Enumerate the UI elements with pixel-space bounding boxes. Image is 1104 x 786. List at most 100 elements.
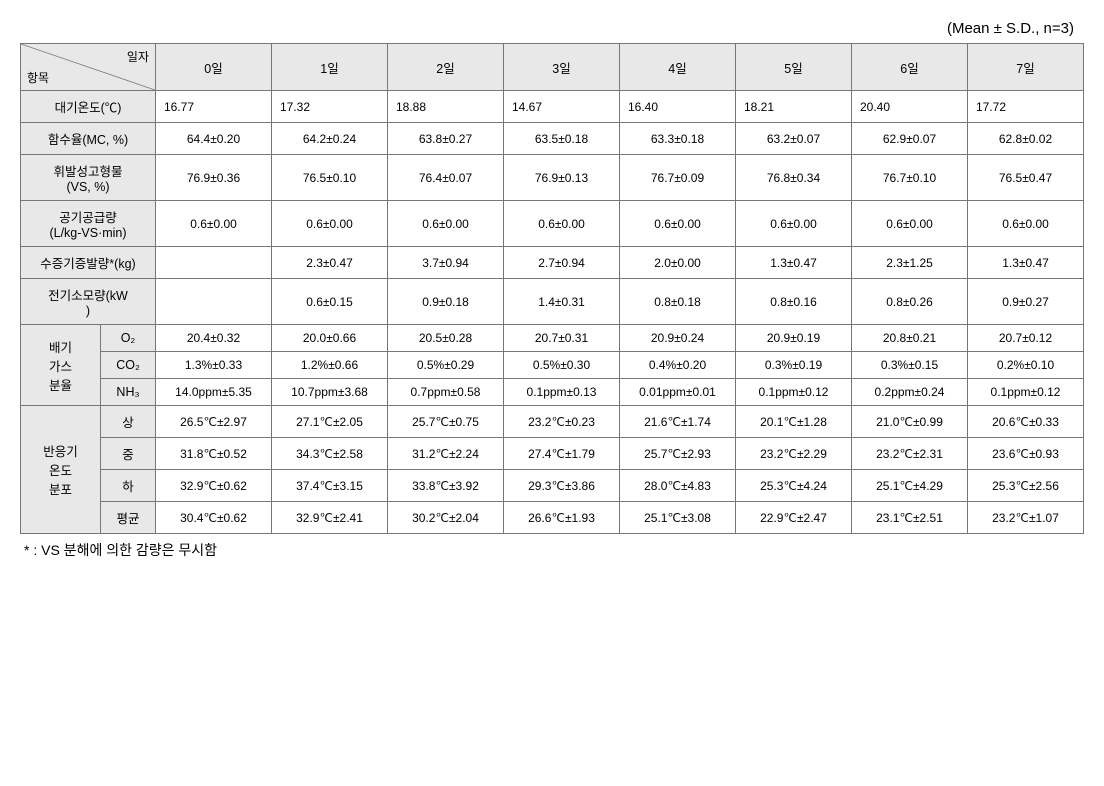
table-cell: 0.6±0.00 [504,201,620,247]
table-cell: 20.5±0.28 [388,325,504,352]
col-day: 6일 [852,44,968,91]
table-cell: 63.8±0.27 [388,123,504,155]
group-label: 배기 가스 분율 [21,325,101,406]
diag-top: 일자 [127,48,149,65]
table-cell: 63.5±0.18 [504,123,620,155]
table-cell: 0.6±0.00 [852,201,968,247]
row-label: 공기공급량 (L/kg-VS·min) [21,201,156,247]
sub-label: CO₂ [101,352,156,379]
table-cell: 25.7℃±2.93 [620,438,736,470]
data-table: 일자 항목 0일 1일 2일 3일 4일 5일 6일 7일 대기온도(℃)16.… [20,43,1084,534]
caption: (Mean ± S.D., n=3) [20,20,1084,37]
table-cell: 20.40 [852,91,968,123]
table-cell: 0.6±0.00 [736,201,852,247]
table-cell: 23.2℃±2.29 [736,438,852,470]
row-label: 휘발성고형물 (VS, %) [21,155,156,201]
table-cell: 25.1℃±4.29 [852,470,968,502]
row-label: 수증기증발량*(kg) [21,247,156,279]
table-cell: 2.7±0.94 [504,247,620,279]
table-cell: 22.9℃±2.47 [736,502,852,534]
sub-label: 하 [101,470,156,502]
table-cell: 16.40 [620,91,736,123]
table-cell: 64.4±0.20 [156,123,272,155]
diag-bottom: 항목 [27,69,49,86]
table-cell: 17.32 [272,91,388,123]
table-cell: 1.4±0.31 [504,279,620,325]
diag-header: 일자 항목 [21,44,156,91]
table-row: 함수율(MC, %)64.4±0.2064.2±0.2463.8±0.2763.… [21,123,1084,155]
table-cell: 31.8℃±0.52 [156,438,272,470]
table-cell: 28.0℃±4.83 [620,470,736,502]
table-cell: 31.2℃±2.24 [388,438,504,470]
table-cell: 23.2℃±1.07 [968,502,1084,534]
col-day: 0일 [156,44,272,91]
table-cell: 63.2±0.07 [736,123,852,155]
table-cell: 0.1ppm±0.12 [968,379,1084,406]
table-cell: 0.4%±0.20 [620,352,736,379]
table-cell: 23.6℃±0.93 [968,438,1084,470]
table-cell: 0.3%±0.15 [852,352,968,379]
table-cell: 76.8±0.34 [736,155,852,201]
table-row: 반응기 온도 분포상26.5℃±2.9727.1℃±2.0525.7℃±0.75… [21,406,1084,438]
table-cell: 62.8±0.02 [968,123,1084,155]
table-cell: 30.4℃±0.62 [156,502,272,534]
table-cell: 3.7±0.94 [388,247,504,279]
table-cell: 27.4℃±1.79 [504,438,620,470]
table-cell: 0.5%±0.29 [388,352,504,379]
table-cell: 20.0±0.66 [272,325,388,352]
table-cell: 20.4±0.32 [156,325,272,352]
table-row: 중31.8℃±0.5234.3℃±2.5831.2℃±2.2427.4℃±1.7… [21,438,1084,470]
table-cell: 14.67 [504,91,620,123]
table-cell: 25.7℃±0.75 [388,406,504,438]
sub-label: 평균 [101,502,156,534]
table-row: 배기 가스 분율O₂20.4±0.3220.0±0.6620.5±0.2820.… [21,325,1084,352]
table-row: 평균30.4℃±0.6232.9℃±2.4130.2℃±2.0426.6℃±1.… [21,502,1084,534]
table-cell: 0.3%±0.19 [736,352,852,379]
col-day: 5일 [736,44,852,91]
sub-label: O₂ [101,325,156,352]
table-row: 수증기증발량*(kg)2.3±0.473.7±0.942.7±0.942.0±0… [21,247,1084,279]
table-cell: 63.3±0.18 [620,123,736,155]
table-cell: 0.2ppm±0.24 [852,379,968,406]
table-cell: 25.3℃±2.56 [968,470,1084,502]
table-cell: 27.1℃±2.05 [272,406,388,438]
table-cell: 26.6℃±1.93 [504,502,620,534]
table-cell: 29.3℃±3.86 [504,470,620,502]
table-row: CO₂1.3%±0.331.2%±0.660.5%±0.290.5%±0.300… [21,352,1084,379]
header-row: 일자 항목 0일 1일 2일 3일 4일 5일 6일 7일 [21,44,1084,91]
table-cell: 26.5℃±2.97 [156,406,272,438]
table-cell: 20.7±0.31 [504,325,620,352]
table-cell: 25.1℃±3.08 [620,502,736,534]
row-label: 함수율(MC, %) [21,123,156,155]
table-cell: 32.9℃±2.41 [272,502,388,534]
table-cell: 0.1ppm±0.13 [504,379,620,406]
table-cell: 0.6±0.00 [388,201,504,247]
table-cell: 0.8±0.16 [736,279,852,325]
col-day: 4일 [620,44,736,91]
table-cell: 20.8±0.21 [852,325,968,352]
table-cell: 64.2±0.24 [272,123,388,155]
footnote: * : VS 분해에 의한 감량은 무시함 [20,540,1084,560]
table-cell: 21.0℃±0.99 [852,406,968,438]
table-cell: 0.6±0.00 [968,201,1084,247]
table-cell: 20.1℃±1.28 [736,406,852,438]
col-day: 3일 [504,44,620,91]
table-cell: 18.88 [388,91,504,123]
table-cell: 0.8±0.26 [852,279,968,325]
table-cell: 2.3±0.47 [272,247,388,279]
table-cell: 21.6℃±1.74 [620,406,736,438]
group-label: 반응기 온도 분포 [21,406,101,534]
table-cell: 0.8±0.18 [620,279,736,325]
table-cell: 23.2℃±0.23 [504,406,620,438]
table-cell: 18.21 [736,91,852,123]
table-row: 하32.9℃±0.6237.4℃±3.1533.8℃±3.9229.3℃±3.8… [21,470,1084,502]
table-cell: 76.9±0.13 [504,155,620,201]
table-cell: 23.1℃±2.51 [852,502,968,534]
table-cell: 0.7ppm±0.58 [388,379,504,406]
table-row: 전기소모량(kW )0.6±0.150.9±0.181.4±0.310.8±0.… [21,279,1084,325]
col-day: 7일 [968,44,1084,91]
table-cell: 20.9±0.19 [736,325,852,352]
table-cell: 1.3±0.47 [968,247,1084,279]
table-cell: 0.6±0.15 [272,279,388,325]
table-cell: 10.7ppm±3.68 [272,379,388,406]
